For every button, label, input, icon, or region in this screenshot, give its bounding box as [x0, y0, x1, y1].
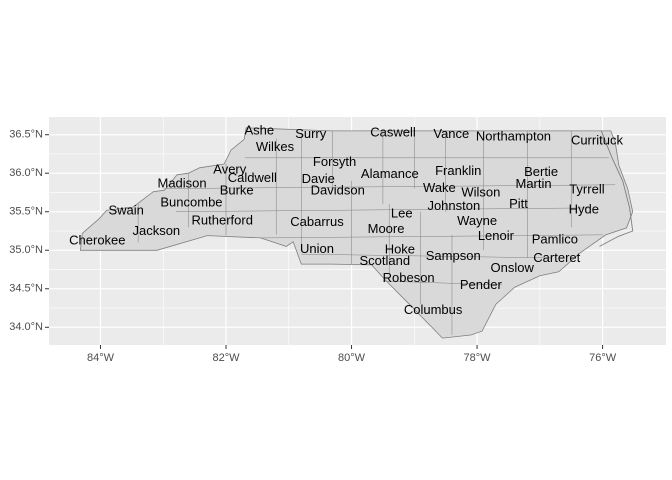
- county-label: Avery: [213, 162, 246, 177]
- county-label: Wilkes: [256, 139, 295, 154]
- county-label: Currituck: [571, 132, 624, 147]
- county-label: Lenoir: [478, 228, 515, 243]
- county-label: Tyrrell: [569, 182, 605, 197]
- y-tick-label: 36.5°N: [9, 129, 43, 141]
- y-tick-label: 34.0°N: [9, 321, 43, 333]
- y-tick-label: 35.0°N: [9, 244, 43, 256]
- county-label: Hyde: [569, 202, 599, 217]
- x-tick-label: 78°W: [464, 352, 492, 364]
- county-label: Pender: [460, 277, 503, 292]
- county-label: Columbus: [404, 302, 463, 317]
- county-label: Jackson: [132, 223, 180, 238]
- county-label: Davie: [302, 171, 335, 186]
- county-label: Scotland: [360, 253, 411, 268]
- x-tick-label: 82°W: [212, 352, 240, 364]
- county-label: Bertie: [524, 164, 558, 179]
- county-label: Vance: [433, 126, 469, 141]
- county-border: [163, 184, 616, 189]
- county-label: Caswell: [370, 125, 416, 140]
- state-land: [79, 127, 634, 339]
- county-border: [382, 280, 503, 286]
- county-label: Ashe: [244, 122, 274, 137]
- county-label: Sampson: [426, 248, 481, 263]
- x-axis: 84°W 82°W 80°W 78°W 76°W: [87, 345, 617, 364]
- county-label: Forsyth: [313, 154, 356, 169]
- x-tick-label: 76°W: [589, 352, 617, 364]
- outer-banks: [599, 130, 634, 247]
- county-label: Wayne: [457, 213, 497, 228]
- county-label: Rutherford: [192, 212, 253, 227]
- county-label: Moore: [368, 221, 405, 236]
- county-label: Northampton: [476, 128, 551, 143]
- county-label: Robeson: [383, 270, 435, 285]
- county-labels: Ashe Surry Caswell Vance Northampton Currituc…: [69, 122, 623, 316]
- x-tick-label: 80°W: [338, 352, 366, 364]
- county-label: Onslow: [491, 260, 535, 275]
- county-label: Johnston: [427, 198, 480, 213]
- county-label: Madison: [157, 175, 206, 190]
- x-tick-label: 84°W: [87, 352, 115, 364]
- county-label: Union: [300, 241, 334, 256]
- y-tick-label: 36.0°N: [9, 167, 43, 179]
- county-label: Lee: [391, 205, 413, 220]
- y-axis: 34.0°N 34.5°N 35.0°N 35.5°N 36.0°N 36.5°N: [9, 129, 49, 333]
- state-outline: [79, 127, 634, 339]
- county-label: Pitt: [509, 196, 528, 211]
- county-border: [175, 207, 591, 212]
- county-label: Martin: [515, 176, 551, 191]
- county-label: Franklin: [435, 163, 481, 178]
- county-label: Wilson: [461, 185, 500, 200]
- county-label: Carteret: [533, 250, 580, 265]
- y-tick-label: 34.5°N: [9, 283, 43, 295]
- county-label: Surry: [295, 126, 327, 141]
- county-label: Buncombe: [160, 195, 222, 210]
- county-label: Swain: [108, 202, 143, 217]
- county-label: Davidson: [311, 182, 365, 197]
- county-border: [260, 234, 603, 239]
- county-label: Wake: [423, 180, 456, 195]
- county-label: Hoke: [385, 242, 415, 257]
- county-label: Alamance: [361, 166, 419, 181]
- county-label: Pamlico: [532, 232, 578, 247]
- county-label: Burke: [220, 182, 254, 197]
- county-border: [301, 253, 553, 259]
- county-label: Caldwell: [228, 170, 277, 185]
- county-label: Cabarrus: [290, 214, 344, 229]
- county-label: Cherokee: [69, 232, 125, 247]
- y-tick-label: 35.5°N: [9, 206, 43, 218]
